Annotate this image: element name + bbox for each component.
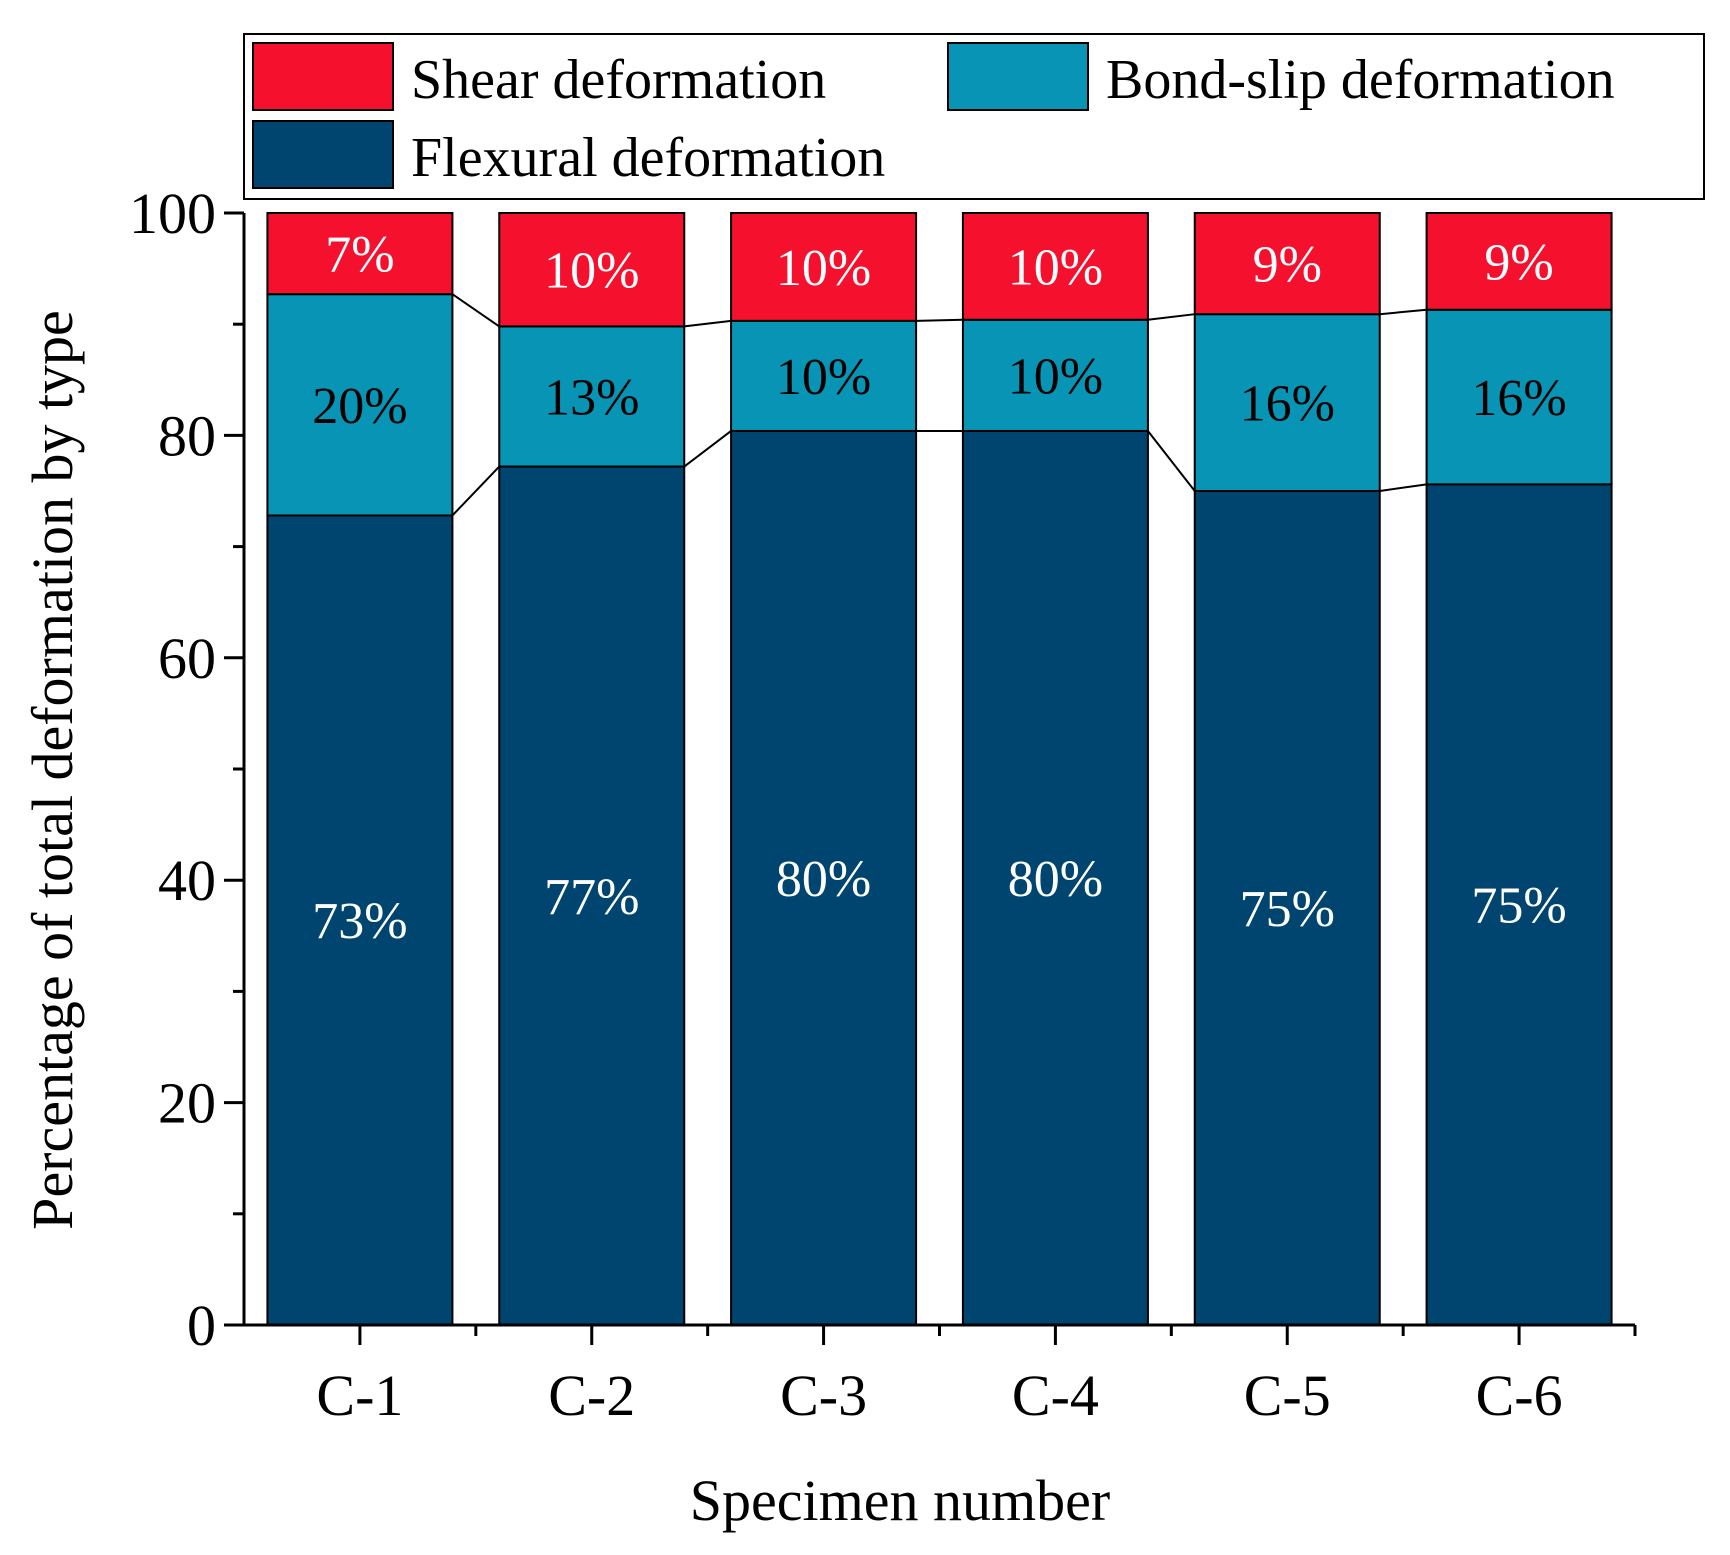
legend-label: Bond-slip deformation [1106,49,1615,111]
segment-label: 80% [776,851,871,908]
bar-shear-deformationc-5 [1193,212,1381,316]
bar-flexural-deformationc-3 [730,429,918,1326]
axes: 0 20 40 60 80 100 C-1 C-2 C-3 C-4 C-5 C-6 [129,181,1637,1428]
x-tick-label: C-1 [316,1363,403,1428]
connector-line [1379,483,1427,492]
bar-bond-slip-deformationc-2 [498,325,686,468]
segment-label: 16% [1471,370,1566,427]
connector-line [916,318,963,322]
bar-flexural-deformationc-5 [1193,490,1381,1326]
y-tick-label: 80 [158,403,216,468]
legend: Shear deformation Bond-slip deformation Fl… [243,33,1705,200]
segment-label: 7% [325,227,394,284]
connector-line [683,430,732,468]
legend-swatch [252,120,394,189]
bar-flexural-deformationc-1 [266,514,454,1326]
y-tick-label: 40 [158,848,216,913]
segment-label: 9% [1484,234,1553,291]
segment-label: 77% [544,869,639,926]
bar-shear-deformationc-2 [498,212,686,328]
y-tick-label: 20 [158,1071,216,1136]
connector-line [1147,430,1196,492]
segment-label: 75% [1471,878,1566,935]
x-tick-label: C-5 [1244,1363,1331,1428]
connector-lines [451,293,1427,517]
connector-line [1379,308,1427,316]
y-tick-label: 60 [158,626,216,691]
bar-bond-slip-deformationc-3 [730,319,918,432]
connector-line [1147,313,1195,321]
segment-label: 73% [312,893,407,950]
segment-label: 10% [776,349,871,406]
bar-bond-slip-deformationc-4 [961,318,1149,432]
x-axis-title: Specimen number [690,1468,1110,1533]
bar-flexural-deformationc-6 [1425,483,1613,1326]
connector-line [684,319,732,328]
y-axis-title: Percentage of total deformation by type [20,310,85,1230]
segment-label: 75% [1240,881,1335,938]
legend-swatch [252,42,394,111]
bar-bond-slip-deformationc-5 [1193,313,1381,492]
x-tick-label: C-2 [548,1363,635,1428]
segment-label: 20% [312,378,407,435]
bar-flexural-deformationc-4 [961,429,1149,1326]
bar-shear-deformationc-1 [266,212,454,296]
segment-label: 10% [1008,239,1103,296]
bar-bond-slip-deformationc-6 [1425,308,1613,486]
legend-swatch [947,42,1089,111]
segment-label: 10% [1008,348,1103,405]
segment-label: 13% [544,369,639,426]
segment-label: 9% [1253,237,1322,294]
segment-label: 16% [1240,376,1335,433]
bar-shear-deformationc-3 [730,212,918,322]
x-tick-label: C-3 [780,1363,867,1428]
segment-labels: 73% 77% 80% 80% 75% 75% 20% 13% 10% 10% 16% 16% 7% 10… [312,227,1566,951]
y-tick-label: 0 [187,1293,216,1358]
segment-label: 10% [776,240,871,297]
x-tick-label: C-6 [1476,1363,1563,1428]
bar-shear-deformationc-6 [1425,212,1613,311]
segment-label: 80% [1008,851,1103,908]
bar-shear-deformationc-4 [961,212,1149,321]
legend-label: Shear deformation [411,49,826,111]
legend-label: Flexural deformation [411,127,885,189]
y-tick-label: 100 [129,181,216,246]
connector-line [451,293,500,328]
x-tick-label: C-4 [1012,1363,1099,1428]
segment-label: 10% [544,243,639,300]
bar-bond-slip-deformationc-1 [266,293,454,517]
connector-line [451,465,500,517]
bars [266,212,1613,1326]
